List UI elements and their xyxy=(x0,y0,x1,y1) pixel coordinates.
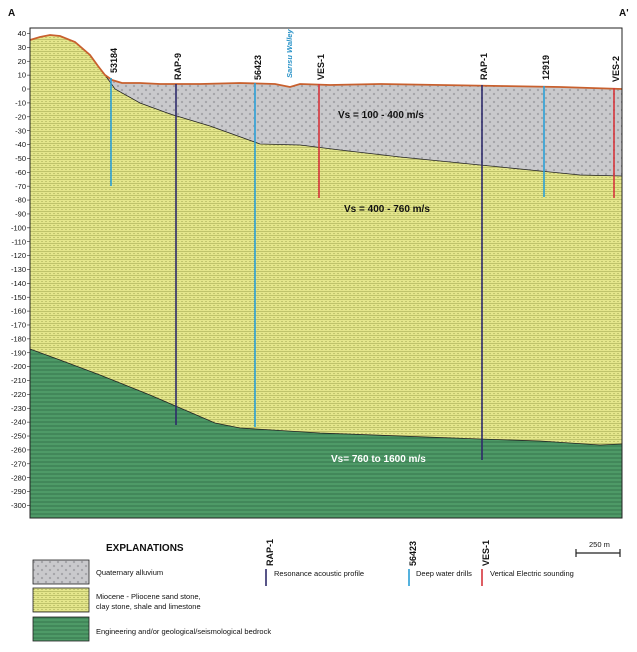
elevation-tick-label: -250 xyxy=(11,432,26,441)
elevation-tick-label: 10 xyxy=(18,71,26,80)
section-frame xyxy=(29,27,623,519)
elevation-tick-label: -280 xyxy=(11,473,26,482)
column-label: 12919 xyxy=(541,55,551,80)
elevation-tick-label: -230 xyxy=(11,404,26,413)
bedrock-top-contact xyxy=(29,348,623,446)
elevation-tick-label: -140 xyxy=(11,279,26,288)
column-label: 56423 xyxy=(253,55,263,80)
elevation-axis: 40 30 20 10 0 -10 -20 -30 -40 -50 -60 -70 -80 -90 -100… xyxy=(11,29,30,510)
elevation-tick-label: -300 xyxy=(11,501,26,510)
column-label: RAP-1 xyxy=(479,53,489,80)
elevation-tick-label: 30 xyxy=(18,43,26,52)
alluvium-vs-label: Vs = 100 - 400 m/s xyxy=(338,110,424,121)
elevation-tick-label: -10 xyxy=(15,99,26,108)
legend-symbol-sample: 56423 xyxy=(408,541,418,566)
elevation-tick-label: -50 xyxy=(15,154,26,163)
alluvium-base-contact xyxy=(104,74,623,177)
miocene-vs-label: Vs = 400 - 760 m/s xyxy=(344,204,430,215)
legend-bedrock-text: Engineering and/or geological/seismologi… xyxy=(96,627,271,636)
elevation-tick-label: -40 xyxy=(15,140,26,149)
ground-surface xyxy=(29,34,623,90)
elevation-tick-label: -110 xyxy=(12,237,26,246)
profile-end-label: A' xyxy=(619,8,629,19)
legend-symbol-sample: RAP-1 xyxy=(265,539,275,566)
elevation-tick-label: -210 xyxy=(11,376,26,385)
legend-swatch-bedrock xyxy=(32,616,90,642)
legend-drill-text: Deep water drills xyxy=(416,569,472,578)
elevation-tick-label: -270 xyxy=(11,459,26,468)
column-label: VES-2 xyxy=(611,56,621,82)
legend-swatch-alluvium xyxy=(32,559,90,585)
elevation-tick-label: -260 xyxy=(11,446,26,455)
elevation-tick-label: -20 xyxy=(15,112,26,121)
elevation-tick-label: 20 xyxy=(18,57,26,66)
elevation-tick-label: -130 xyxy=(11,265,26,274)
alluvium-unit xyxy=(105,75,622,176)
elevation-tick-label: 0 xyxy=(22,85,26,94)
elevation-tick-label: -240 xyxy=(11,418,26,427)
elevation-tick-label: -70 xyxy=(15,182,26,191)
elevation-tick-label: -180 xyxy=(11,334,26,343)
elevation-tick-label: -190 xyxy=(11,348,26,357)
elevation-tick-label: -80 xyxy=(15,196,26,205)
elevation-tick-label: -60 xyxy=(15,168,26,177)
elevation-tick-label: -150 xyxy=(11,293,26,302)
elevation-tick-label: 40 xyxy=(18,29,26,38)
elevation-tick-label: -290 xyxy=(11,487,26,496)
elevation-tick-label: -90 xyxy=(15,210,26,219)
elevation-tick-label: -30 xyxy=(15,126,26,135)
elevation-tick-label: -200 xyxy=(11,362,26,371)
legend-swatch-miocene xyxy=(32,587,90,613)
legend-alluvium-text: Quaternary alluvium xyxy=(96,568,163,577)
legend-miocene-text: Miocene - Pliocene sand stone, xyxy=(96,592,201,601)
elevation-tick-label: -100 xyxy=(11,223,26,232)
legend-ves-text: Vertical Electric sounding xyxy=(490,569,574,578)
legend-title: EXPLANATIONS xyxy=(106,543,184,554)
column-label: 53184 xyxy=(109,48,119,73)
valley-label: Sarısu Walley xyxy=(285,29,294,78)
profile-start-label: A xyxy=(8,8,15,19)
elevation-tick-label: -170 xyxy=(11,321,26,330)
column-label: RAP-9 xyxy=(173,53,183,80)
scale-bar-label: 250 m xyxy=(589,540,610,549)
bedrock-vs-label: Vs= 760 to 1600 m/s xyxy=(331,454,426,465)
legend-symbol-sample: VES-1 xyxy=(481,540,491,566)
column-label: VES-1 xyxy=(316,54,326,80)
elevation-tick-label: -220 xyxy=(11,390,26,399)
elevation-tick-label: -160 xyxy=(11,307,26,316)
legend-rap-text: Resonance acoustic profile xyxy=(274,569,364,578)
legend-miocene-text: clay stone, shale and limestone xyxy=(96,602,201,611)
elevation-tick-label: -120 xyxy=(11,251,26,260)
